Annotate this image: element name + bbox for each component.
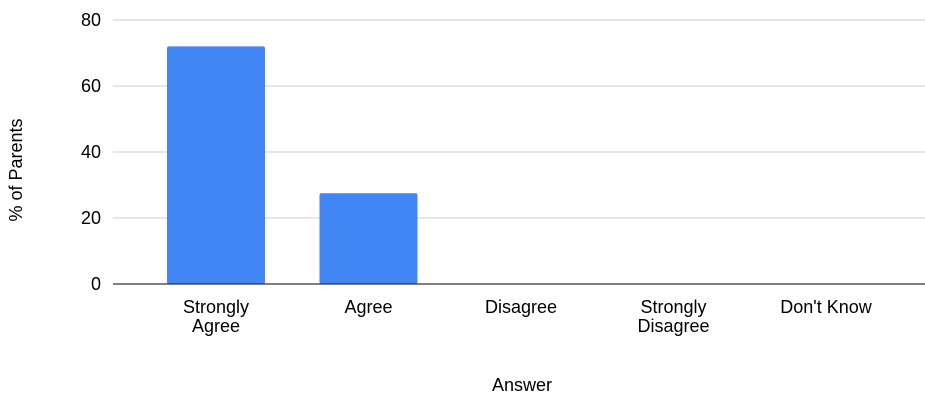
bars (167, 46, 418, 285)
x-axis-category-labels: Strongly Agree Agree Disagree Strongly Disagr… (183, 297, 873, 336)
y-tick-label: 80 (81, 10, 101, 30)
x-tick-label: Don't Know (780, 297, 872, 317)
y-axis-ticks: 0 20 40 60 80 (81, 10, 101, 294)
y-axis-title: % of Parents (6, 118, 26, 221)
y-tick-label: 20 (81, 208, 101, 228)
y-tick-label: 40 (81, 142, 101, 162)
y-tick-label: 0 (91, 274, 101, 294)
bar (167, 46, 265, 285)
x-tick-label: Strongly Disagree (637, 297, 709, 336)
bar (319, 193, 418, 284)
y-tick-label: 60 (81, 76, 101, 96)
x-tick-label: Disagree (485, 297, 557, 317)
x-tick-label: Strongly Agree (183, 297, 249, 336)
x-tick-label: Agree (344, 297, 392, 317)
x-axis-title: Answer (492, 375, 552, 395)
